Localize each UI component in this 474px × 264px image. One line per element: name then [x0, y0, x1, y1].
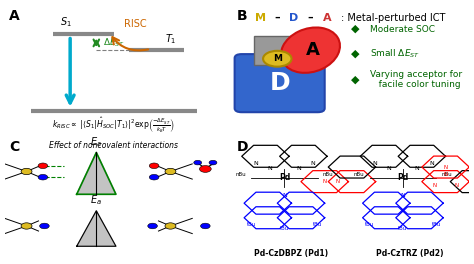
- Circle shape: [148, 223, 157, 229]
- Text: ◆: ◆: [351, 74, 359, 84]
- Text: N: N: [336, 179, 340, 184]
- Text: Pd: Pd: [397, 173, 409, 182]
- Text: tBu: tBu: [398, 226, 408, 231]
- Text: : Metal-perturbed ICT: : Metal-perturbed ICT: [341, 13, 446, 23]
- Text: Pd-CzDBPZ (Pd1): Pd-CzDBPZ (Pd1): [255, 249, 328, 258]
- Text: D: D: [289, 13, 299, 23]
- Text: N: N: [433, 183, 437, 188]
- Text: N: N: [401, 193, 405, 198]
- Circle shape: [209, 160, 217, 165]
- Circle shape: [21, 223, 32, 229]
- Circle shape: [21, 168, 32, 175]
- Polygon shape: [77, 211, 116, 246]
- Text: $E_a$: $E_a$: [91, 193, 102, 207]
- Circle shape: [165, 168, 176, 175]
- Circle shape: [194, 160, 201, 165]
- Circle shape: [165, 223, 176, 229]
- Circle shape: [149, 163, 159, 169]
- FancyBboxPatch shape: [235, 54, 325, 112]
- Circle shape: [263, 51, 292, 67]
- Text: N: N: [310, 161, 315, 166]
- Text: N: N: [429, 161, 434, 166]
- Text: N: N: [454, 183, 458, 188]
- Text: N: N: [415, 166, 419, 171]
- Text: N: N: [268, 166, 273, 171]
- Text: N: N: [386, 166, 391, 171]
- Text: ◆: ◆: [351, 49, 359, 59]
- Text: Pd-CzTRZ (Pd2): Pd-CzTRZ (Pd2): [376, 249, 444, 258]
- Text: N: N: [444, 172, 447, 177]
- Text: –: –: [274, 13, 280, 23]
- Circle shape: [201, 223, 210, 229]
- Circle shape: [40, 223, 49, 229]
- Text: nBu: nBu: [323, 172, 334, 177]
- Text: $k_{RISC} \propto$ $|\langle S_1|\hat{H}_{SOC}|T_1\rangle|^2\exp\!\left(\frac{-\: $k_{RISC} \propto$ $|\langle S_1|\hat{H}…: [53, 116, 175, 135]
- Text: M: M: [255, 13, 266, 23]
- Text: N: N: [323, 179, 327, 184]
- Text: tBu: tBu: [313, 222, 322, 227]
- Text: Pd: Pd: [279, 173, 290, 182]
- Polygon shape: [77, 153, 116, 194]
- Text: $\Delta E_{ST}$: $\Delta E_{ST}$: [103, 37, 125, 49]
- Text: M: M: [273, 54, 282, 63]
- Text: $E_a$: $E_a$: [91, 135, 102, 149]
- Text: A: A: [306, 41, 320, 59]
- Text: D: D: [237, 140, 248, 154]
- Text: $S_1$: $S_1$: [60, 15, 72, 29]
- Text: tBu: tBu: [280, 226, 289, 231]
- Text: A: A: [323, 13, 331, 23]
- Text: –: –: [308, 13, 313, 23]
- FancyBboxPatch shape: [254, 36, 301, 65]
- Ellipse shape: [281, 27, 340, 73]
- Text: Small $\Delta E_{ST}$: Small $\Delta E_{ST}$: [370, 48, 420, 60]
- Text: RISC: RISC: [124, 19, 147, 29]
- Circle shape: [38, 163, 48, 169]
- Text: tBu: tBu: [246, 222, 256, 227]
- Text: ◆: ◆: [351, 24, 359, 34]
- Text: N: N: [296, 166, 301, 171]
- Text: N: N: [372, 161, 377, 166]
- Text: N: N: [444, 164, 447, 169]
- Text: $T_1$: $T_1$: [164, 32, 176, 46]
- Text: A: A: [9, 9, 20, 23]
- Text: Effect of noncovalent interactions: Effect of noncovalent interactions: [49, 141, 178, 150]
- Text: N: N: [282, 193, 287, 198]
- Text: B: B: [237, 9, 247, 23]
- Text: D: D: [269, 71, 290, 95]
- Text: Moderate SOC: Moderate SOC: [370, 25, 435, 34]
- Text: N: N: [254, 161, 258, 166]
- Circle shape: [200, 166, 211, 172]
- Text: tBu: tBu: [365, 222, 374, 227]
- Text: nBu: nBu: [354, 172, 365, 177]
- Text: tBu: tBu: [431, 222, 441, 227]
- Text: nBu: nBu: [235, 172, 246, 177]
- Text: nBu: nBu: [441, 172, 452, 177]
- Text: C: C: [9, 140, 19, 154]
- Text: Varying acceptor for
   facile color tuning: Varying acceptor for facile color tuning: [370, 69, 462, 89]
- Circle shape: [149, 175, 159, 180]
- Circle shape: [38, 175, 48, 180]
